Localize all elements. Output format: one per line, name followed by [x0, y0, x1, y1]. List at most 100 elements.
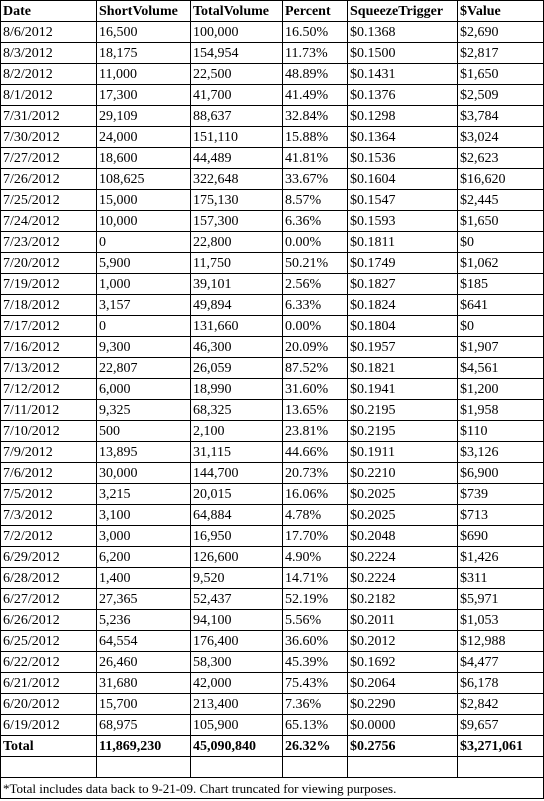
table-row: 7/30/2012 24,000 151,110 15.88% $0.1364 … [0, 126, 544, 148]
cell-percent: 44.66% [282, 441, 348, 463]
cell-total-volume: 22,800 [190, 231, 283, 253]
cell-percent: 65.13% [282, 714, 348, 736]
table-row: 6/22/2012 26,460 58,300 45.39% $0.1692 $… [0, 651, 544, 673]
cell-value: $1,907 [457, 336, 544, 358]
total-percent: 26.32% [282, 735, 348, 757]
cell-percent: 20.73% [282, 462, 348, 484]
cell-squeeze-trigger: $0.2290 [347, 693, 458, 715]
table-row: 7/6/2012 30,000 144,700 20.73% $0.2210 $… [0, 462, 544, 484]
cell-date: 7/16/2012 [0, 336, 97, 358]
cell-total-volume: 144,700 [190, 462, 283, 484]
cell-total-volume: 52,437 [190, 588, 283, 610]
cell-percent: 36.60% [282, 630, 348, 652]
cell-short-volume: 3,100 [96, 504, 191, 526]
cell-date: 8/2/2012 [0, 63, 97, 85]
cell-squeeze-trigger: $0.1593 [347, 210, 458, 232]
cell-value: $1,958 [457, 399, 544, 421]
cell-value: $3,024 [457, 126, 544, 148]
cell-value: $641 [457, 294, 544, 316]
cell-percent: 31.60% [282, 378, 348, 400]
table-row: 6/25/2012 64,554 176,400 36.60% $0.2012 … [0, 630, 544, 652]
cell-squeeze-trigger: $0.1431 [347, 63, 458, 85]
table-row: 7/27/2012 18,600 44,489 41.81% $0.1536 $… [0, 147, 544, 169]
cell-total-volume: 11,750 [190, 252, 283, 274]
cell-percent: 45.39% [282, 651, 348, 673]
cell-squeeze-trigger: $0.1547 [347, 189, 458, 211]
cell-percent: 33.67% [282, 168, 348, 190]
cell-squeeze-trigger: $0.1827 [347, 273, 458, 295]
cell-short-volume: 13,895 [96, 441, 191, 463]
cell-date: 8/3/2012 [0, 42, 97, 64]
footnote: *Total includes data back to 9-21-09. Ch… [0, 777, 544, 799]
table-row: 8/2/2012 11,000 22,500 48.89% $0.1431 $1… [0, 63, 544, 85]
cell-short-volume: 29,109 [96, 105, 191, 127]
cell-percent: 4.78% [282, 504, 348, 526]
cell-squeeze-trigger: $0.2224 [347, 546, 458, 568]
table-row: 8/6/2012 16,500 100,000 16.50% $0.1368 $… [0, 21, 544, 43]
cell-total-volume: 2,100 [190, 420, 283, 442]
cell-short-volume: 22,807 [96, 357, 191, 379]
table-row: 7/12/2012 6,000 18,990 31.60% $0.1941 $1… [0, 378, 544, 400]
cell-date: 6/26/2012 [0, 609, 97, 631]
table-row: 7/5/2012 3,215 20,015 16.06% $0.2025 $73… [0, 483, 544, 505]
table-row: 7/23/2012 0 22,800 0.00% $0.1811 $0 [0, 231, 544, 253]
cell-squeeze-trigger: $0.2210 [347, 462, 458, 484]
table-row: 8/3/2012 18,175 154,954 11.73% $0.1500 $… [0, 42, 544, 64]
cell-date: 7/11/2012 [0, 399, 97, 421]
cell-date: 7/31/2012 [0, 105, 97, 127]
blank-cell [190, 756, 283, 778]
cell-percent: 20.09% [282, 336, 348, 358]
cell-short-volume: 15,000 [96, 189, 191, 211]
blank-cell [0, 756, 97, 778]
cell-percent: 5.56% [282, 609, 348, 631]
cell-date: 7/6/2012 [0, 462, 97, 484]
cell-total-volume: 41,700 [190, 84, 283, 106]
blank-cell [282, 756, 348, 778]
cell-total-volume: 20,015 [190, 483, 283, 505]
total-total-volume: 45,090,840 [190, 735, 283, 757]
cell-value: $739 [457, 483, 544, 505]
cell-value: $12,988 [457, 630, 544, 652]
cell-percent: 6.33% [282, 294, 348, 316]
table-row: 7/2/2012 3,000 16,950 17.70% $0.2048 $69… [0, 525, 544, 547]
cell-value: $311 [457, 567, 544, 589]
cell-squeeze-trigger: $0.1500 [347, 42, 458, 64]
table-row: 7/26/2012 108,625 322,648 33.67% $0.1604… [0, 168, 544, 190]
cell-short-volume: 0 [96, 315, 191, 337]
cell-value: $1,200 [457, 378, 544, 400]
cell-value: $2,623 [457, 147, 544, 169]
cell-short-volume: 18,600 [96, 147, 191, 169]
cell-short-volume: 26,460 [96, 651, 191, 673]
cell-percent: 6.36% [282, 210, 348, 232]
cell-short-volume: 1,000 [96, 273, 191, 295]
cell-total-volume: 151,110 [190, 126, 283, 148]
cell-total-volume: 175,130 [190, 189, 283, 211]
cell-date: 7/30/2012 [0, 126, 97, 148]
cell-short-volume: 18,175 [96, 42, 191, 64]
cell-total-volume: 126,600 [190, 546, 283, 568]
cell-date: 6/19/2012 [0, 714, 97, 736]
cell-percent: 16.06% [282, 483, 348, 505]
cell-value: $16,620 [457, 168, 544, 190]
cell-percent: 0.00% [282, 231, 348, 253]
cell-percent: 0.00% [282, 315, 348, 337]
header-squeeze-trigger: SqueezeTrigger [347, 0, 458, 22]
cell-date: 7/23/2012 [0, 231, 97, 253]
cell-squeeze-trigger: $0.2182 [347, 588, 458, 610]
cell-squeeze-trigger: $0.1536 [347, 147, 458, 169]
cell-short-volume: 17,300 [96, 84, 191, 106]
cell-date: 7/5/2012 [0, 483, 97, 505]
header-value: $Value [457, 0, 544, 22]
cell-date: 7/17/2012 [0, 315, 97, 337]
cell-value: $1,062 [457, 252, 544, 274]
table-row: 7/31/2012 29,109 88,637 32.84% $0.1298 $… [0, 105, 544, 127]
cell-percent: 15.88% [282, 126, 348, 148]
blank-cell [347, 756, 458, 778]
cell-value: $3,126 [457, 441, 544, 463]
cell-percent: 50.21% [282, 252, 348, 274]
cell-date: 7/26/2012 [0, 168, 97, 190]
cell-percent: 14.71% [282, 567, 348, 589]
cell-squeeze-trigger: $0.1298 [347, 105, 458, 127]
cell-total-volume: 26,059 [190, 357, 283, 379]
cell-date: 6/20/2012 [0, 693, 97, 715]
